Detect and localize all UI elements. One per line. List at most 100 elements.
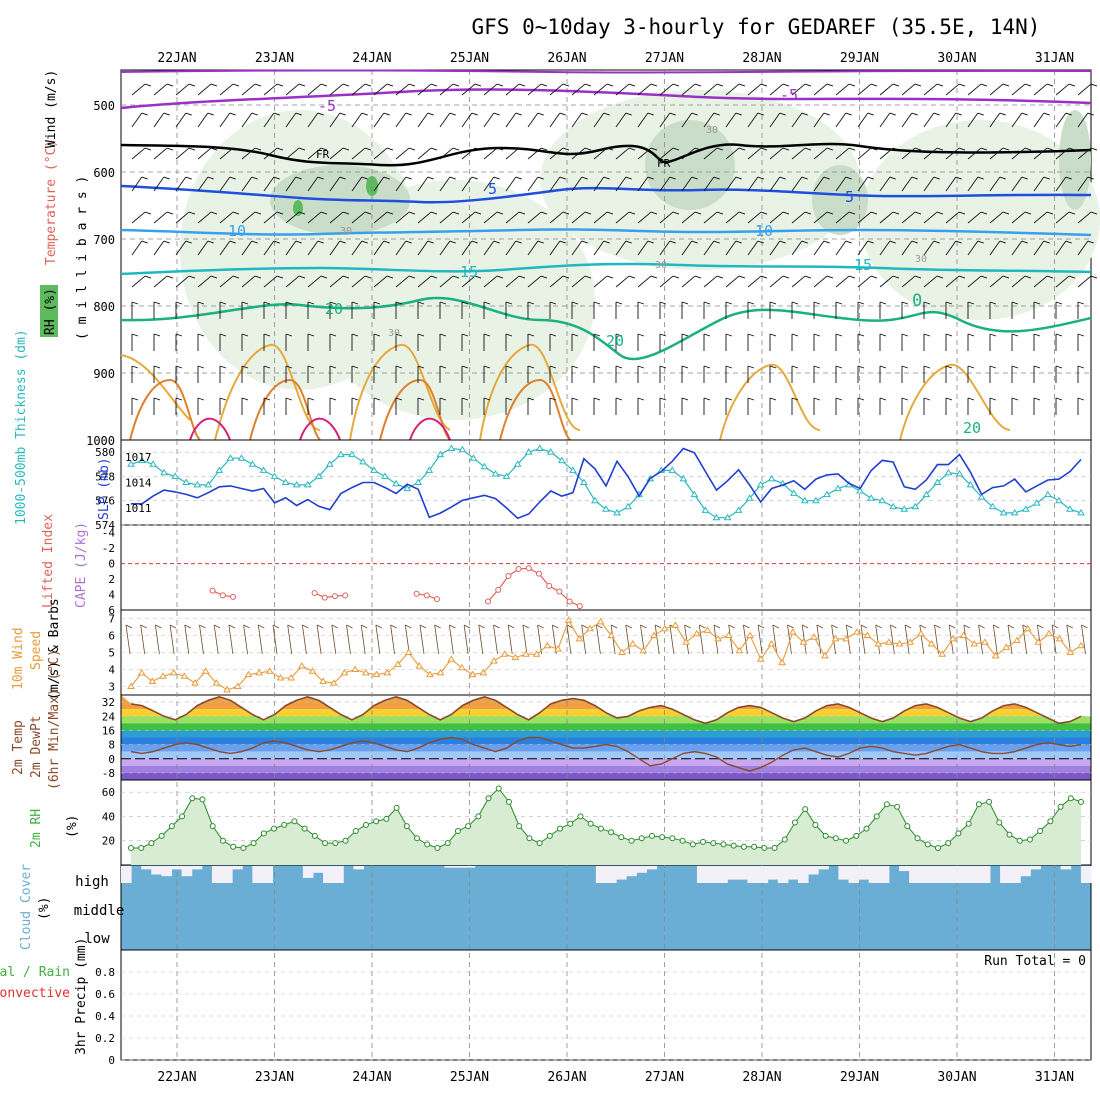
wind-barb-flag <box>823 176 830 180</box>
wind-barb-staff <box>1055 147 1070 160</box>
wind-barb-flag <box>1033 365 1041 369</box>
wind-barb-flag <box>1021 176 1028 180</box>
rh-line-point <box>873 813 880 820</box>
wind-barb-flag <box>782 275 790 279</box>
wind-barb <box>967 275 988 288</box>
rh-line-point <box>454 828 461 834</box>
wind-barb-staff <box>219 240 231 256</box>
wind-barb <box>835 211 856 224</box>
wind-barb <box>1055 333 1063 351</box>
wind-barb-flag <box>945 365 953 369</box>
wind-barb-flag <box>801 112 808 116</box>
wind-barb-flag <box>153 365 161 369</box>
wind-barb-flag <box>747 301 755 305</box>
wind-barb-staff <box>725 211 740 224</box>
wind-barb-flag <box>735 240 742 244</box>
wind10-speed-line-point <box>895 640 904 647</box>
rh-line-point <box>648 832 655 839</box>
wind-barb-flag <box>669 240 676 244</box>
wind-barb <box>219 83 240 96</box>
wind-barb-staff <box>945 211 960 224</box>
wind-barb <box>549 275 570 288</box>
cloud-gap <box>626 866 637 877</box>
wind-barb-flag <box>625 240 632 244</box>
wind-barb <box>219 240 236 256</box>
wind-barb <box>1011 176 1028 192</box>
cloud-gap <box>868 866 880 883</box>
wind-barb <box>373 240 390 256</box>
wind-barb-flag <box>417 397 425 401</box>
wind10-barb-flag <box>375 624 383 629</box>
rh-line-point <box>505 798 512 805</box>
wind-barb-staff <box>747 240 759 256</box>
wind-barb <box>857 365 865 383</box>
wind-barb-flag <box>276 211 284 215</box>
wind10-speed-line-point <box>127 682 135 689</box>
wind-barb-flag <box>1002 211 1010 215</box>
slp-axis-labels: 1000-500mb Thickness (dm) SLP (mb) <box>14 329 112 525</box>
thickness-line-point <box>1043 490 1052 498</box>
wind-barb-flag <box>207 240 214 244</box>
wind10-speed-line-point <box>436 668 445 676</box>
wind-barb <box>879 275 900 288</box>
wind-barb-flag <box>320 147 328 151</box>
wind-barb-staff <box>703 147 718 160</box>
contour-label: 30 <box>706 125 718 136</box>
wind-barb-staff <box>395 211 410 224</box>
rh-line-point <box>1026 836 1033 843</box>
cloud-gap <box>939 866 951 883</box>
wind10-barb-flag <box>963 624 971 629</box>
wind-barb <box>923 240 940 256</box>
wind-barb-staff <box>791 112 803 128</box>
wind-barb-flag <box>584 83 592 87</box>
wind-barb-staff <box>307 83 322 96</box>
wind-barb <box>329 176 346 192</box>
wind-barb-flag <box>144 147 152 151</box>
wind-barb-flag <box>669 112 676 116</box>
wind-barb <box>703 147 724 160</box>
wind-barb-staff <box>835 176 847 192</box>
rh-line-point <box>444 840 451 847</box>
wind-barb <box>857 176 874 192</box>
wind-barb-flag <box>1011 301 1019 305</box>
wind-barb <box>615 301 623 319</box>
wind-barb-staff <box>791 176 803 192</box>
wind-barb-staff <box>1055 176 1067 192</box>
wind-barb <box>395 147 416 160</box>
rh-line-point <box>1016 837 1023 844</box>
wind-barb <box>1077 275 1098 288</box>
wind-barb-flag <box>606 275 614 279</box>
wind-barb-flag <box>955 176 962 180</box>
lifted-index-line-point <box>566 598 573 605</box>
wind-barb <box>549 365 557 383</box>
wind10-barb-flag <box>860 624 868 629</box>
wind-barb <box>813 240 830 256</box>
wind-barb <box>505 147 526 160</box>
thickness-line-point <box>1055 496 1063 504</box>
wind-barb-flag <box>1011 397 1019 401</box>
wind10-speed-line-point <box>746 631 754 638</box>
wind-barb <box>703 176 720 192</box>
wind-barb-staff <box>857 83 872 96</box>
wind-barb-flag <box>615 365 623 369</box>
wind-barb-staff <box>835 211 850 224</box>
wind-barb-flag <box>417 333 425 337</box>
rh-line-point <box>332 840 339 847</box>
wind10-barb <box>272 624 278 655</box>
thickness-line-point <box>834 484 842 492</box>
wind-barb <box>681 397 689 415</box>
wind10-speed-line-point <box>991 651 1000 659</box>
wind-barb <box>461 112 478 128</box>
wind-barb-flag <box>823 112 830 116</box>
temperature-contours <box>120 69 1092 441</box>
wind-barb-staff <box>395 83 410 96</box>
wind-barb <box>461 365 469 383</box>
wind-barb-staff <box>879 83 894 96</box>
wind-barb-flag <box>188 83 196 87</box>
wind10-barb-flag <box>846 624 853 629</box>
wind-barb-flag <box>914 211 922 215</box>
rh-line-point <box>148 840 155 847</box>
wind-barb-staff <box>1033 275 1048 288</box>
wind-barb-staff <box>637 176 649 192</box>
wind-barb-flag <box>672 275 680 279</box>
